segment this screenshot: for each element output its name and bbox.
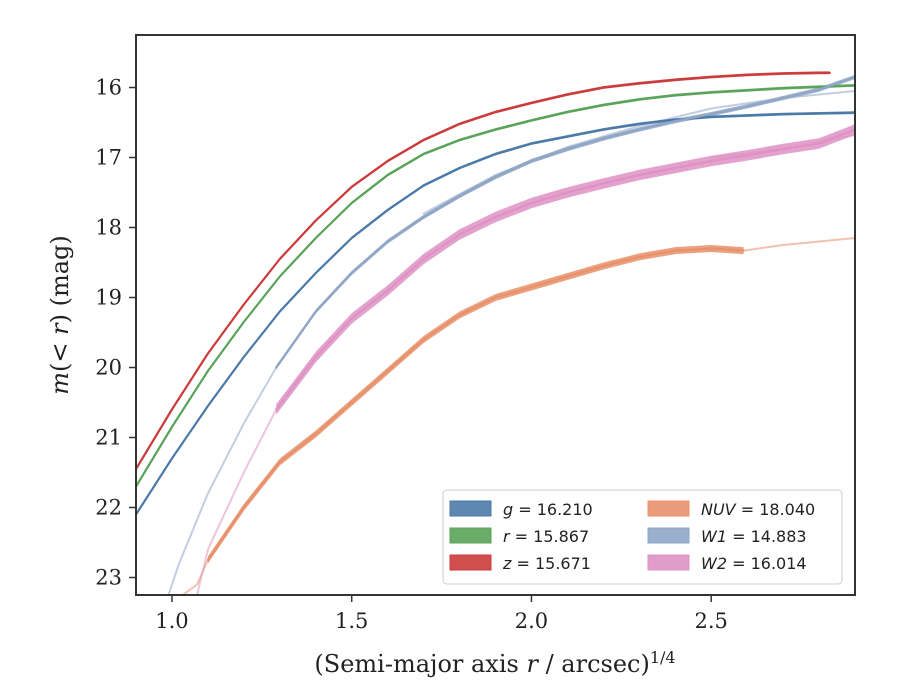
- legend-label-r-15-867: r = 15.867: [503, 527, 589, 546]
- x-tick-label: 2.5: [694, 609, 727, 633]
- series-line-nuv-18-040: [206, 247, 745, 562]
- legend-swatch-g-16-210: [449, 500, 492, 517]
- legend-label-z-15-671: z = 15.671: [502, 554, 591, 573]
- series-band-nuv-18-040: [207, 245, 744, 564]
- series-line-w1-14-883: [275, 75, 855, 369]
- x-tick-label: 2.0: [515, 609, 548, 633]
- y-axis-title: m(< r) (mag): [46, 235, 74, 395]
- y-axis-ticks: 16 17 18 19 20 21 22 23: [95, 76, 136, 590]
- y-tick-label: 18: [95, 216, 122, 240]
- x-tick-label: 1.0: [155, 609, 188, 633]
- legend-swatch-z-15-671: [449, 554, 492, 571]
- legend-label-nuv-18-040: NUV = 18.040: [701, 500, 815, 519]
- legend-label-w2-16-014: W2 = 16.014: [701, 554, 807, 573]
- legend-swatch-r-15-867: [449, 527, 492, 544]
- legend-label-g-16-210: g = 16.210: [503, 500, 593, 519]
- series-line-g-16-210: [136, 111, 855, 516]
- legend-swatch-w2-16-014: [647, 554, 690, 571]
- legend-swatch-w1-14-883: [647, 527, 690, 544]
- legend-label-w1-14-883: W1 = 14.883: [701, 527, 807, 546]
- y-tick-label: 22: [95, 496, 122, 520]
- y-tick-label: 16: [95, 76, 122, 100]
- series-line-w2-16-014: [275, 128, 855, 411]
- y-tick-label: 21: [95, 426, 122, 450]
- plot-frame: [135, 34, 856, 596]
- y-tick-label: 17: [95, 146, 122, 170]
- y-tick-label: 23: [95, 566, 122, 590]
- band-layer: [136, 71, 855, 564]
- y-tick-label: 19: [95, 286, 122, 310]
- series-line-z-15-671: [136, 71, 831, 471]
- faint-extension-line: [196, 408, 278, 595]
- legend-swatch-nuv-18-040: [647, 500, 690, 517]
- faint-extension-line: [167, 366, 278, 595]
- x-axis-title: (Semi-major axis r / arcsec)1/4: [314, 648, 675, 678]
- legend-frame: [442, 489, 843, 585]
- y-tick-label: 20: [95, 356, 122, 380]
- x-tick-label: 1.5: [335, 609, 368, 633]
- faint-extension-line: [742, 237, 855, 252]
- x-axis-ticks: 1.0 1.5 2.0 2.5: [155, 595, 728, 633]
- legend: g = 16.210 r = 15.867 z = 15.671 NUV = 18.0…: [442, 489, 843, 585]
- line-layer: [136, 71, 855, 562]
- series-line-r-15-867: [136, 84, 855, 488]
